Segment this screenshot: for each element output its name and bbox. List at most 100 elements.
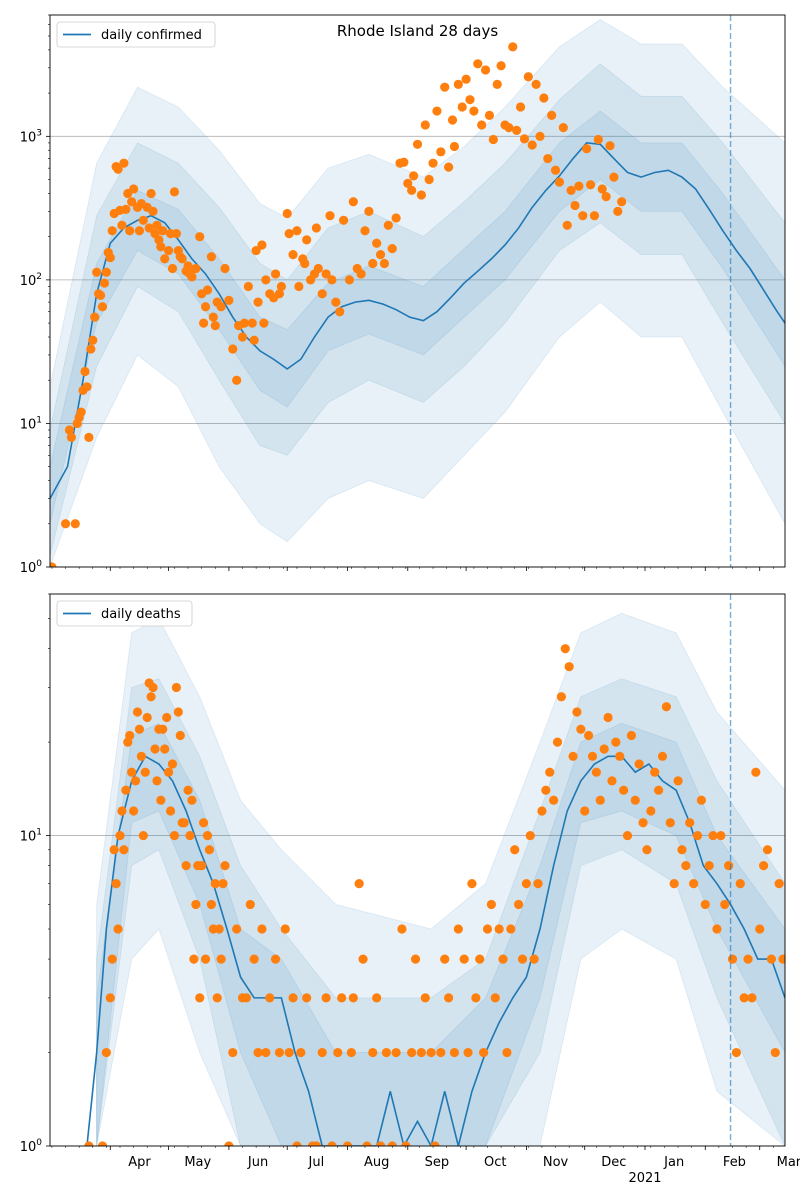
observed-point — [762, 845, 773, 855]
observed-point — [247, 318, 257, 328]
observed-point — [673, 776, 683, 786]
observed-point — [381, 1047, 391, 1058]
observed-point — [261, 275, 271, 285]
observed-point — [300, 258, 310, 269]
observed-point — [661, 702, 671, 712]
observed-point — [727, 954, 738, 964]
observed-point — [504, 123, 514, 133]
y-tick-label: 101 — [20, 415, 42, 432]
observed-point — [576, 724, 586, 734]
observed-point — [199, 818, 209, 828]
observed-point — [681, 861, 691, 871]
observed-point — [514, 899, 524, 910]
observed-point — [84, 1141, 94, 1146]
observed-point — [195, 232, 205, 242]
observed-point — [444, 162, 454, 172]
observed-point — [119, 845, 129, 855]
observed-point — [584, 730, 594, 741]
observed-point — [259, 318, 269, 328]
observed-point — [99, 278, 110, 288]
observed-point — [401, 1141, 411, 1146]
x-year-label: 2021 — [628, 1171, 661, 1186]
observed-point — [152, 220, 162, 230]
observed-point — [626, 730, 636, 741]
observed-point — [735, 879, 745, 889]
observed-point — [475, 954, 485, 964]
observed-point — [191, 263, 201, 274]
observed-point — [541, 785, 551, 795]
observed-point — [774, 879, 784, 889]
observed-point — [716, 830, 726, 841]
observed-point — [519, 134, 530, 144]
observed-point — [185, 830, 195, 841]
observed-point — [337, 993, 347, 1003]
x-tick-label: Aug — [364, 1155, 389, 1170]
observed-point — [146, 692, 156, 702]
observed-point — [755, 924, 765, 934]
observed-point — [447, 115, 458, 125]
observed-point — [467, 879, 477, 889]
observed-point — [132, 707, 143, 717]
x-tick-label: Nov — [543, 1155, 569, 1170]
observed-point — [140, 767, 150, 777]
observed-point — [274, 1047, 285, 1058]
observed-point — [372, 238, 382, 248]
observed-point — [92, 267, 102, 277]
observed-point — [249, 335, 259, 345]
observed-point — [125, 226, 135, 236]
observed-point — [154, 235, 164, 245]
observed-point — [517, 954, 528, 964]
observed-point — [288, 250, 298, 260]
observed-point — [107, 954, 117, 964]
observed-point — [770, 1047, 780, 1058]
observed-point — [156, 795, 166, 805]
observed-point — [228, 344, 238, 354]
observed-point — [214, 924, 224, 934]
observed-point — [181, 861, 191, 871]
observed-point — [591, 767, 601, 777]
observed-point — [339, 215, 349, 225]
observed-point — [313, 263, 323, 274]
x-tick-label: Mar — [777, 1155, 800, 1170]
observed-point — [539, 93, 549, 103]
observed-point — [150, 744, 160, 754]
observed-point — [601, 192, 611, 202]
observed-point — [572, 707, 582, 717]
observed-point — [95, 290, 106, 300]
observed-point — [751, 767, 761, 777]
observed-point — [129, 184, 139, 194]
observed-point — [642, 845, 652, 855]
observed-point — [512, 125, 522, 135]
observed-point — [677, 845, 687, 855]
observed-point — [492, 79, 502, 89]
observed-point — [506, 924, 516, 934]
observed-point — [158, 724, 168, 734]
observed-point — [568, 751, 578, 761]
observed-point — [372, 993, 382, 1003]
observed-point — [317, 289, 327, 299]
observed-point — [356, 269, 366, 279]
observed-point — [90, 312, 100, 322]
observed-point — [333, 1047, 343, 1058]
observed-point — [195, 993, 205, 1003]
observed-point — [64, 425, 75, 435]
observed-point — [420, 993, 430, 1003]
observed-point — [523, 72, 533, 82]
observed-point — [121, 785, 131, 795]
observed-point — [358, 954, 368, 964]
observed-point — [218, 879, 228, 889]
observed-point — [66, 432, 76, 442]
observed-point — [759, 861, 769, 871]
observed-point — [432, 106, 442, 116]
legend-label: daily deaths — [101, 607, 181, 622]
observed-point — [197, 861, 207, 871]
observed-point — [619, 785, 629, 795]
median-line — [86, 755, 785, 1146]
observed-point — [496, 61, 506, 71]
observed-point — [482, 924, 493, 934]
observed-point — [587, 751, 598, 761]
observed-point — [148, 682, 158, 693]
observed-point — [253, 297, 263, 307]
observed-point — [187, 272, 197, 282]
observed-point — [113, 164, 123, 174]
